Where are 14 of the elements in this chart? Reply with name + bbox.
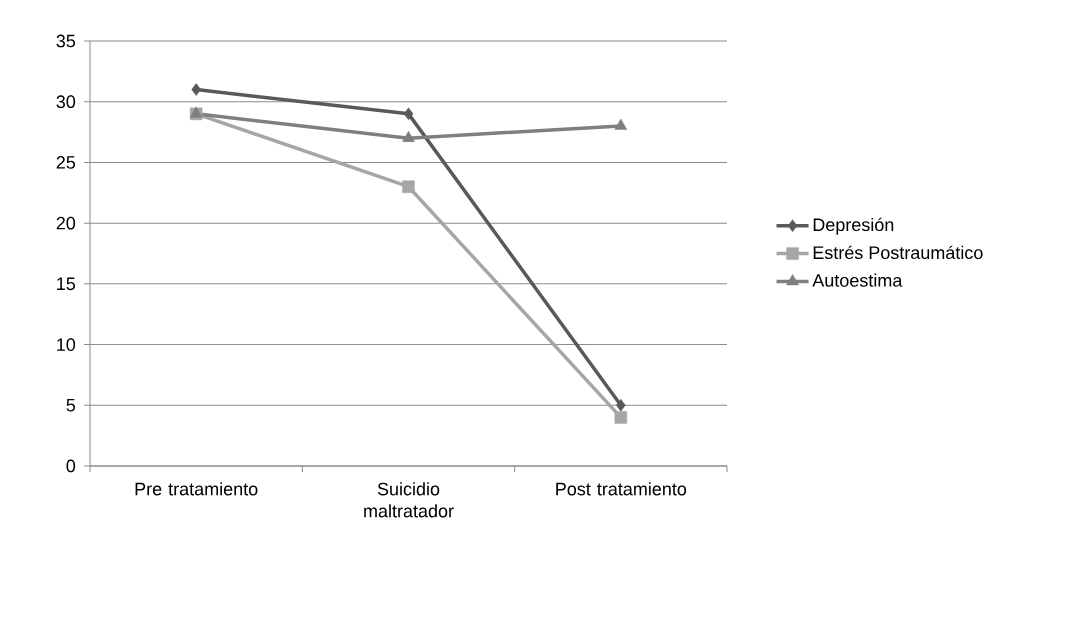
y-tick-label: 15 xyxy=(57,277,76,291)
y-tick-label: 35 xyxy=(56,34,76,48)
x-tick-label: Suicidio maltratador xyxy=(364,482,454,518)
x-tick-label: Pre tratamiento xyxy=(135,482,258,496)
y-tick-label: 10 xyxy=(57,338,76,351)
x-tick-label: Post tratamiento xyxy=(556,482,687,496)
legend-label: Depresión xyxy=(813,217,894,235)
y-tick-label: 30 xyxy=(56,95,76,109)
legend-label: Autoestima xyxy=(812,273,903,287)
y-tick-label: 0 xyxy=(66,459,76,473)
y-tick-label: 20 xyxy=(56,216,76,230)
legend-label: Estrés Postraumático xyxy=(813,245,983,260)
y-tick-label: 5 xyxy=(66,399,76,412)
y-tick-label: 25 xyxy=(56,156,76,169)
